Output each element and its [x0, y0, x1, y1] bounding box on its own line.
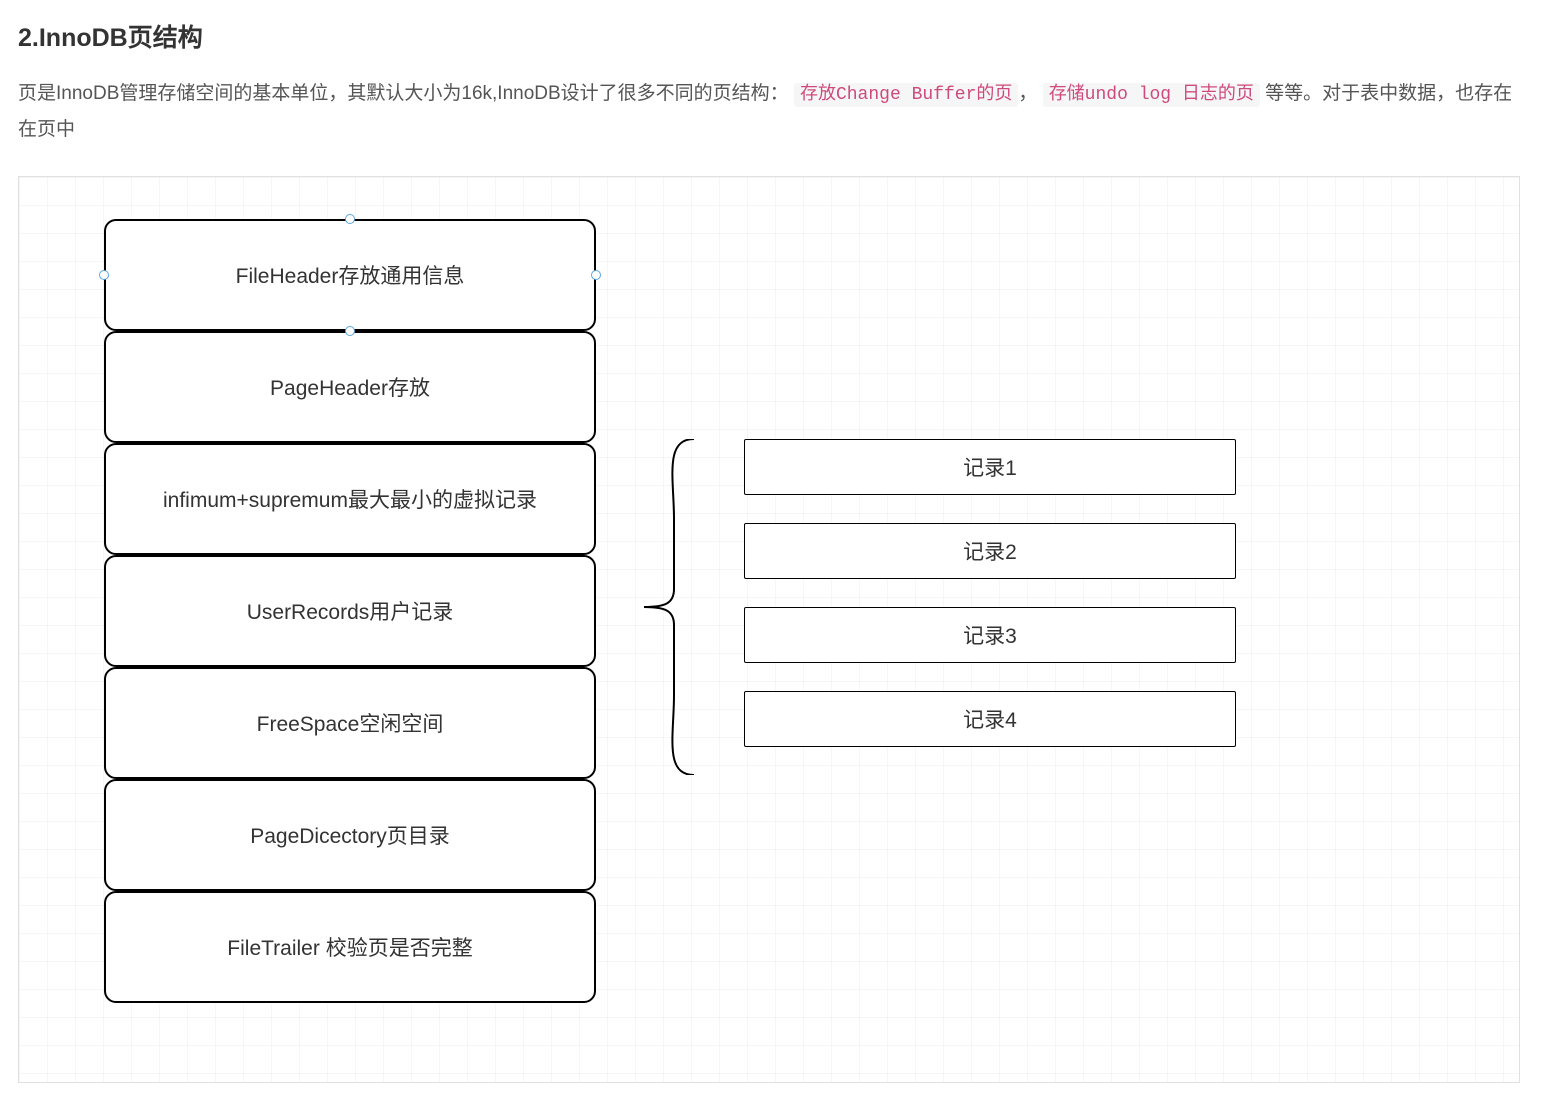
box-page-header[interactable]: PageHeader存放	[104, 331, 596, 443]
box-label: FileHeader存放通用信息	[236, 260, 465, 290]
box-user-records[interactable]: UserRecords用户记录	[104, 555, 596, 667]
selection-handle-right[interactable]	[591, 270, 601, 280]
intro-paragraph: 页是InnoDB管理存储空间的基本单位，其默认大小为16k,InnoDB设计了很…	[18, 76, 1523, 148]
box-label: 记录1	[963, 452, 1017, 482]
inline-code-undo-log: 存储undo log 日志的页	[1043, 83, 1260, 107]
box-file-trailer[interactable]: FileTrailer 校验页是否完整	[104, 891, 596, 1003]
box-record-3[interactable]: 记录3	[744, 607, 1236, 663]
box-record-1[interactable]: 记录1	[744, 439, 1236, 495]
box-label: infimum+supremum最大最小的虚拟记录	[163, 484, 537, 514]
section-title: 2.InnoDB页结构	[18, 18, 1523, 54]
box-free-space[interactable]: FreeSpace空闲空间	[104, 667, 596, 779]
intro-text-before: 页是InnoDB管理存储空间的基本单位，其默认大小为16k,InnoDB设计了很…	[18, 83, 789, 104]
box-file-header[interactable]: FileHeader存放通用信息	[104, 219, 596, 331]
box-infimum-supremum[interactable]: infimum+supremum最大最小的虚拟记录	[104, 443, 596, 555]
box-label: FileTrailer 校验页是否完整	[227, 932, 472, 962]
box-record-4[interactable]: 记录4	[744, 691, 1236, 747]
box-label: PageHeader存放	[270, 372, 430, 402]
box-label: UserRecords用户记录	[247, 596, 454, 626]
diagram-canvas: FileHeader存放通用信息 PageHeader存放 infimum+su…	[18, 176, 1520, 1083]
box-label: 记录4	[963, 704, 1017, 734]
box-label: FreeSpace空闲空间	[257, 708, 444, 738]
box-label: 记录2	[963, 536, 1017, 566]
inline-code-change-buffer: 存放Change Buffer的页	[794, 83, 1018, 107]
box-record-2[interactable]: 记录2	[744, 523, 1236, 579]
brace-icon	[634, 439, 704, 775]
box-label: PageDicectory页目录	[250, 820, 450, 850]
box-page-directory[interactable]: PageDicectory页目录	[104, 779, 596, 891]
intro-sep1: ，	[1018, 83, 1037, 104]
page: 2.InnoDB页结构 页是InnoDB管理存储空间的基本单位，其默认大小为16…	[0, 0, 1541, 1101]
box-label: 记录3	[963, 620, 1017, 650]
